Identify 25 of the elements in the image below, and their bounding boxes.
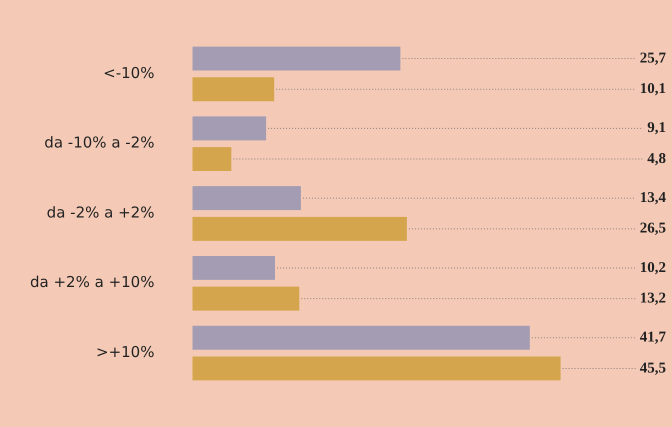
y-tick-label: da -2% a +2% (46, 203, 154, 222)
data-label: 25,7 (640, 50, 666, 66)
data-label: 10,2 (640, 260, 666, 276)
data-label: 4,8 (647, 150, 666, 167)
data-label: 13,2 (640, 290, 666, 307)
y-tick-label: <-10% (103, 64, 154, 82)
y-tick-label: da -10% a -2% (44, 134, 154, 152)
bar (192, 147, 232, 172)
data-label: 13,4 (640, 190, 666, 206)
bar (192, 216, 407, 241)
bar (192, 326, 530, 350)
data-label: 10,1 (640, 81, 666, 98)
y-tick-label: >+10% (96, 342, 154, 361)
bar (192, 286, 300, 311)
bar (192, 77, 274, 102)
data-label: 26,5 (640, 220, 666, 237)
bar (192, 356, 561, 380)
y-tick-label: da +2% a +10% (30, 273, 154, 292)
data-label: 9,1 (647, 120, 666, 136)
bar (192, 256, 276, 280)
bar (192, 116, 266, 140)
data-label: 41,7 (640, 330, 666, 346)
bar (192, 186, 301, 210)
bar (192, 46, 400, 71)
data-label: 45,5 (640, 360, 666, 376)
